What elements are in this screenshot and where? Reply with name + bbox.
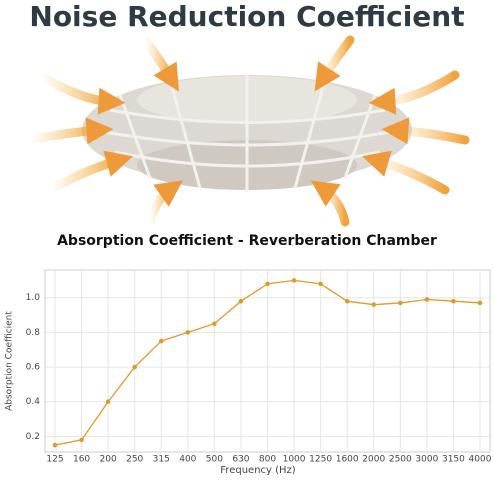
data-point xyxy=(398,300,403,306)
y-tick-label: 1.0 xyxy=(26,293,41,303)
y-axis-label: Absorption Coefficient xyxy=(5,311,15,411)
y-tick-label: 0.8 xyxy=(26,328,41,338)
data-point xyxy=(291,278,297,283)
data-point xyxy=(371,302,377,307)
x-tick-label: 200 xyxy=(100,455,117,465)
data-point xyxy=(185,330,191,335)
x-tick-label: 125 xyxy=(46,455,63,465)
data-point xyxy=(105,399,111,405)
x-tick-label: 630 xyxy=(232,455,249,465)
x-tick-label: 2500 xyxy=(389,455,412,465)
x-tick-label: 400 xyxy=(179,455,196,465)
x-tick-label: 3150 xyxy=(442,455,465,465)
x-tick-label: 1600 xyxy=(336,455,359,465)
x-tick-label: 1000 xyxy=(283,455,306,465)
x-tick-label: 2000 xyxy=(362,455,385,465)
x-axis-label: Frequency (Hz) xyxy=(220,465,296,476)
x-tick-label: 800 xyxy=(259,455,276,465)
x-tick-label: 250 xyxy=(126,455,143,465)
data-point xyxy=(265,281,270,287)
x-tick-label: 3000 xyxy=(415,455,438,465)
data-point xyxy=(132,364,137,370)
y-tick-label: 0.2 xyxy=(26,432,40,442)
x-tick-label: 1250 xyxy=(309,455,332,465)
illustration xyxy=(25,35,470,227)
x-tick-label: 160 xyxy=(73,455,90,465)
data-point xyxy=(79,437,84,443)
y-tick-label: 0.6 xyxy=(26,363,41,373)
x-tick-label: 4000 xyxy=(469,455,492,465)
data-point xyxy=(451,298,456,304)
data-point xyxy=(52,442,58,448)
x-tick-label: 500 xyxy=(206,455,223,465)
data-point xyxy=(424,297,430,302)
data-point xyxy=(212,321,217,327)
title: Noise Reduction Coefficient xyxy=(29,0,464,33)
data-point xyxy=(238,298,244,304)
data-point xyxy=(318,281,323,287)
x-tick-label: 315 xyxy=(153,455,170,465)
data-point xyxy=(158,338,164,344)
data-point xyxy=(477,300,483,306)
data-point xyxy=(344,298,350,304)
subtitle: Absorption Coefficient - Reverberation C… xyxy=(57,233,437,249)
y-tick-label: 0.4 xyxy=(26,397,41,407)
